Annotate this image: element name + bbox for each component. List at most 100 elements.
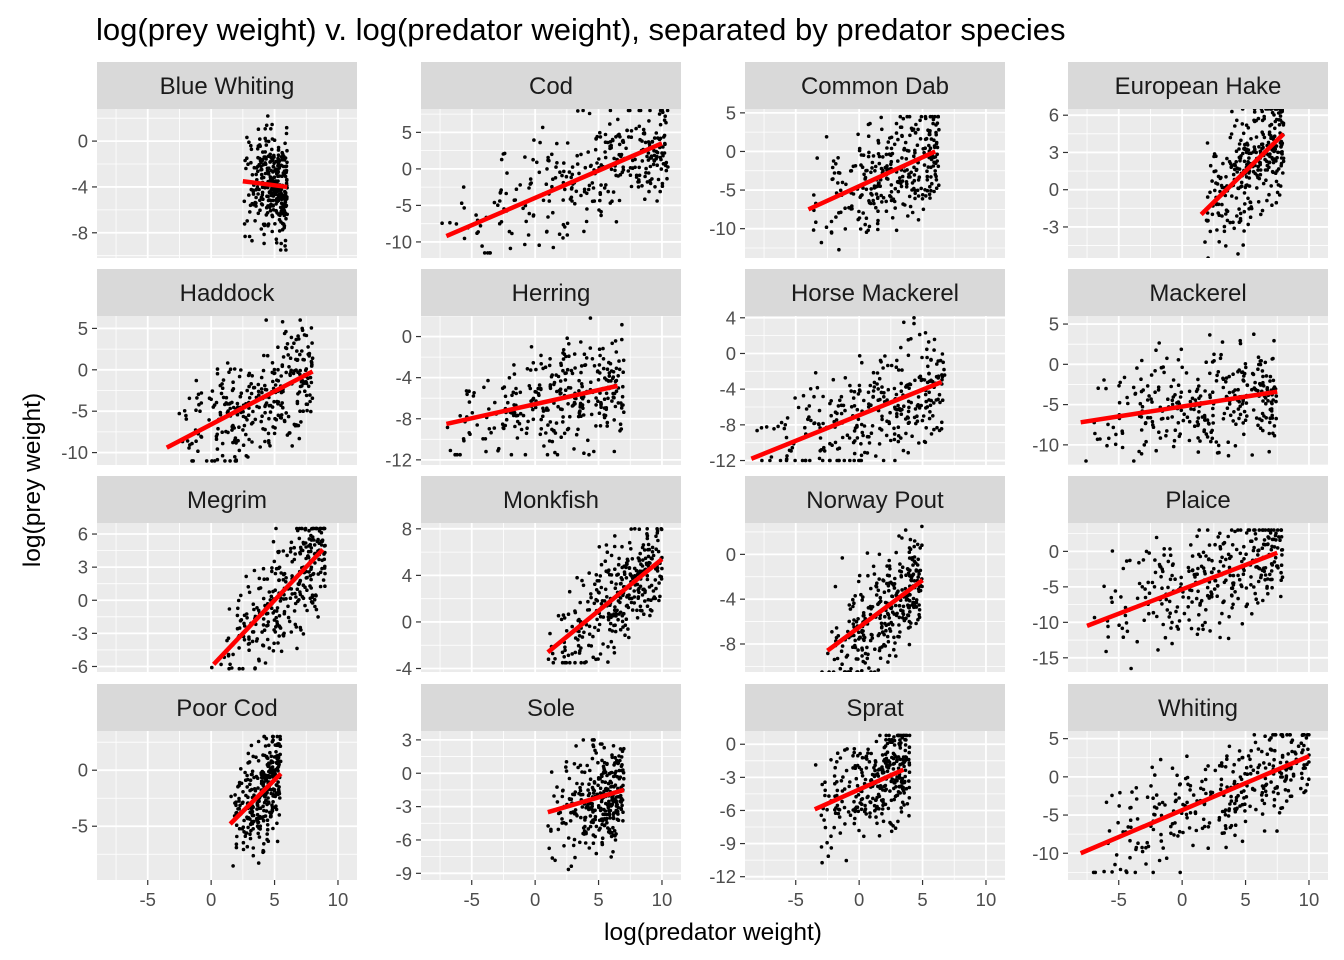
data-point xyxy=(596,760,600,765)
data-point xyxy=(821,394,825,399)
data-point xyxy=(588,814,593,818)
data-point xyxy=(1124,621,1129,625)
data-point xyxy=(923,331,928,335)
data-point xyxy=(879,625,884,630)
data-point xyxy=(1256,168,1260,172)
data-point xyxy=(1175,401,1179,405)
data-point xyxy=(1230,586,1235,591)
data-point xyxy=(264,388,269,392)
data-point xyxy=(531,407,535,412)
data-point xyxy=(1220,555,1224,560)
data-point xyxy=(586,399,591,404)
data-point xyxy=(269,178,274,182)
data-point xyxy=(565,367,570,372)
data-point xyxy=(245,616,249,620)
data-point xyxy=(263,753,267,758)
data-point xyxy=(1178,432,1182,436)
data-point xyxy=(851,440,856,445)
data-point xyxy=(896,434,901,438)
data-point xyxy=(636,596,640,600)
data-point xyxy=(612,391,617,396)
data-point xyxy=(1201,627,1205,632)
data-point xyxy=(577,634,582,638)
data-point xyxy=(561,788,565,793)
data-point xyxy=(934,161,938,165)
data-point xyxy=(555,452,560,457)
data-point xyxy=(272,169,277,173)
data-point xyxy=(1120,429,1124,434)
data-point xyxy=(620,544,624,549)
data-point xyxy=(924,399,928,404)
data-point xyxy=(803,425,807,430)
data-point xyxy=(1222,411,1227,416)
data-point xyxy=(932,401,936,405)
data-point xyxy=(1203,620,1207,625)
data-point xyxy=(1256,566,1261,570)
data-point xyxy=(273,222,277,226)
y-tick-label: 0 xyxy=(726,141,736,162)
data-point xyxy=(663,114,667,118)
data-point xyxy=(563,645,567,649)
data-point xyxy=(245,388,249,393)
data-point xyxy=(845,653,850,658)
data-point xyxy=(914,168,919,172)
data-point xyxy=(847,205,851,210)
data-point xyxy=(245,219,249,223)
data-point xyxy=(613,168,617,173)
data-point xyxy=(839,394,844,399)
data-point xyxy=(1162,370,1166,375)
data-point xyxy=(1131,385,1136,390)
data-point xyxy=(1187,389,1192,394)
data-point xyxy=(835,447,840,451)
data-point xyxy=(915,188,920,193)
data-point xyxy=(270,147,274,152)
data-point xyxy=(1270,585,1274,590)
data-point xyxy=(906,214,910,218)
data-point xyxy=(1237,142,1242,146)
data-point xyxy=(617,367,622,372)
data-point xyxy=(550,373,554,377)
data-point xyxy=(593,582,597,586)
data-point xyxy=(303,603,307,608)
data-point xyxy=(867,150,871,155)
data-point xyxy=(257,187,261,192)
data-point xyxy=(1232,410,1236,414)
data-point xyxy=(875,581,879,585)
data-point xyxy=(215,367,220,371)
data-point xyxy=(887,653,892,658)
data-point xyxy=(857,573,862,578)
data-point xyxy=(901,116,906,121)
data-point xyxy=(593,834,597,839)
data-point xyxy=(295,587,300,591)
data-point xyxy=(1176,358,1181,362)
data-point xyxy=(279,155,284,159)
data-point xyxy=(262,628,267,632)
data-point xyxy=(1246,148,1251,152)
data-point xyxy=(868,121,872,126)
data-point xyxy=(1265,586,1269,590)
data-point xyxy=(590,357,595,361)
facet-strip xyxy=(745,684,1005,731)
data-point xyxy=(512,198,517,202)
data-point xyxy=(316,572,321,576)
data-point xyxy=(588,346,593,350)
data-point xyxy=(630,608,635,612)
data-point xyxy=(464,389,469,393)
data-point xyxy=(1166,559,1171,564)
data-point xyxy=(220,382,224,386)
data-point xyxy=(1196,423,1200,428)
data-point xyxy=(1213,542,1217,547)
data-point xyxy=(599,405,603,410)
data-point xyxy=(918,137,923,141)
data-point xyxy=(273,588,278,592)
data-point xyxy=(1219,352,1223,357)
data-point xyxy=(620,763,624,767)
data-point xyxy=(1250,387,1254,392)
data-point xyxy=(276,145,281,150)
data-point xyxy=(256,739,261,744)
data-point xyxy=(561,198,565,202)
data-point xyxy=(866,154,871,159)
data-point xyxy=(255,169,260,174)
data-point xyxy=(271,734,276,739)
data-point xyxy=(248,832,252,836)
